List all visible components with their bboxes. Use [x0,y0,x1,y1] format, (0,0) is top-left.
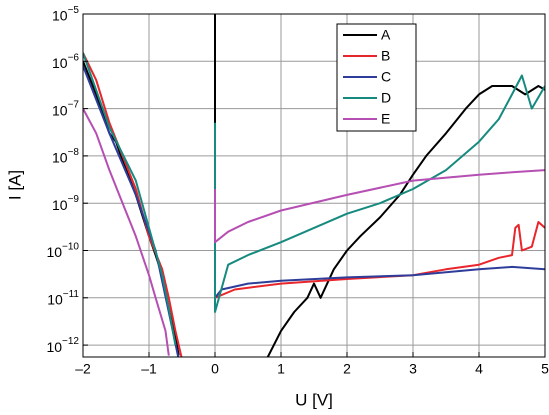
legend-label: A [381,27,391,43]
series-group [83,14,545,357]
x-tick-label: 1 [277,361,285,377]
x-tick-label: 2 [343,361,351,377]
x-tick-label: –1 [141,361,157,377]
legend-label: B [381,48,390,64]
x-axis-label: U [V] [295,390,333,409]
y-tick-label: 10−7 [52,99,79,118]
plot-frame [82,13,546,358]
x-tick-label: 3 [409,361,417,377]
series-line [83,108,545,356]
y-tick-label: 10−5 [52,5,79,24]
x-tick-label: –2 [75,361,91,377]
legend-label: C [381,69,391,85]
y-tick-label: 10−10 [46,241,79,260]
legend-label: D [381,90,391,106]
x-tick-label: 5 [541,361,549,377]
y-tick-label: 10−9 [52,194,79,213]
plot-area [83,14,545,357]
y-axis-label: I [A] [5,170,24,200]
x-tick-label: 0 [211,361,219,377]
y-tick-label: 10−6 [52,52,79,71]
series-line [83,52,545,346]
legend-label: E [381,111,390,127]
y-tick-label: 10−8 [52,147,79,166]
y-tick-label: 10−11 [47,288,79,307]
y-tick-label: 10−12 [46,336,79,355]
x-tick-label: 4 [475,361,483,377]
